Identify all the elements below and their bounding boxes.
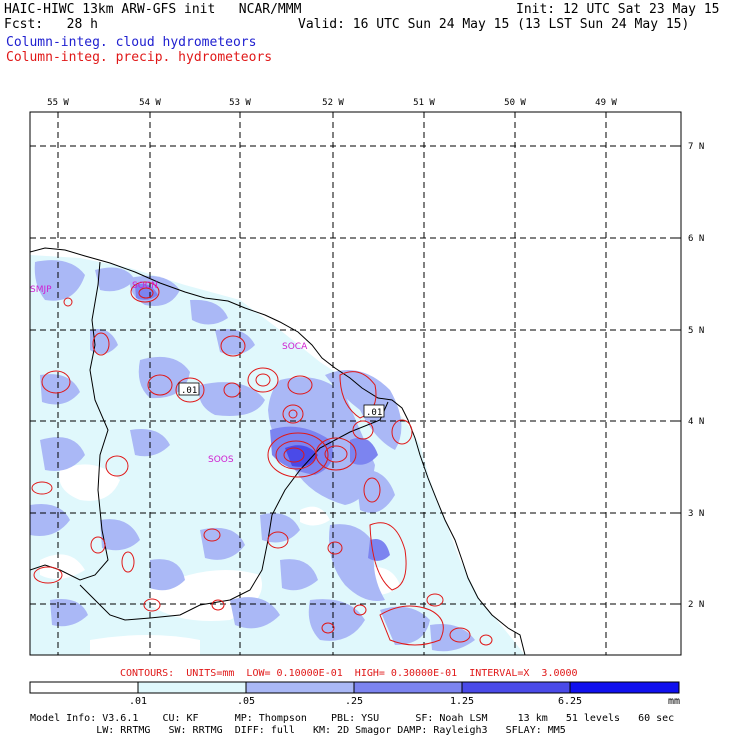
contours-info: CONTOURS: UNITS=mm LOW= 0.10000E-01 HIGH… bbox=[120, 668, 578, 679]
color-legend bbox=[29, 681, 680, 694]
legend-tick: .01 bbox=[129, 696, 147, 707]
legend-tick: .25 bbox=[345, 696, 363, 707]
lon-label: 54 W bbox=[139, 98, 161, 108]
legend-tick: 6.25 bbox=[558, 696, 582, 707]
legend-tick: .05 bbox=[237, 696, 255, 707]
lon-label: 49 W bbox=[595, 98, 617, 108]
lat-label: 2 N bbox=[688, 600, 704, 610]
valid-time-label: Valid: 16 UTC Sun 24 May 15 (13 LST Sun … bbox=[298, 17, 690, 32]
contour-label: .01 bbox=[181, 386, 197, 396]
contour-label: .01 bbox=[366, 408, 382, 418]
legend-tick: 1.25 bbox=[450, 696, 474, 707]
lon-label: 55 W bbox=[47, 98, 69, 108]
plot-title: HAIC-HIWC 13km ARW-GFS init NCAR/MMM bbox=[4, 2, 302, 17]
cloud-field-label: Column-integ. cloud hydrometeors bbox=[6, 35, 257, 50]
lat-label: 4 N bbox=[688, 417, 704, 427]
precip-field-label: Column-integ. precip. hydrometeors bbox=[6, 50, 273, 65]
border-suriname-guiana bbox=[30, 261, 109, 581]
axis-ticks bbox=[57, 112, 681, 605]
lon-label: 50 W bbox=[504, 98, 526, 108]
plot-area: SMJP SOCA SOOS SOCN .01 .01 bbox=[30, 112, 681, 655]
lon-label: 52 W bbox=[322, 98, 344, 108]
model-info-line1: Model Info: V3.6.1 CU: KF MP: Thompson P… bbox=[30, 713, 675, 724]
cloud-fill-dark bbox=[285, 445, 318, 467]
lat-label: 6 N bbox=[688, 234, 704, 244]
station-label: SMJP bbox=[30, 285, 52, 295]
lat-label: 5 N bbox=[688, 326, 704, 336]
station-label: SOOS bbox=[208, 455, 234, 465]
station-label: SOCN bbox=[132, 281, 158, 291]
lat-label: 7 N bbox=[688, 142, 704, 152]
model-info-line2: LW: RRTMG SW: RRTMG DIFF: full KM: 2D Sm… bbox=[30, 725, 566, 736]
lon-label: 51 W bbox=[413, 98, 435, 108]
legend-units: mm bbox=[668, 696, 680, 707]
forecast-hour-label: Fcst: 28 h bbox=[4, 17, 98, 32]
lon-label: 53 W bbox=[229, 98, 251, 108]
station-label: SOCA bbox=[282, 342, 308, 352]
graticule bbox=[30, 112, 681, 655]
precip-contours bbox=[31, 281, 493, 646]
lat-label: 3 N bbox=[688, 509, 704, 519]
plot-frame bbox=[29, 111, 682, 656]
init-time-label: Init: 12 UTC Sat 23 May 15 bbox=[516, 2, 720, 17]
coastline bbox=[30, 247, 526, 655]
